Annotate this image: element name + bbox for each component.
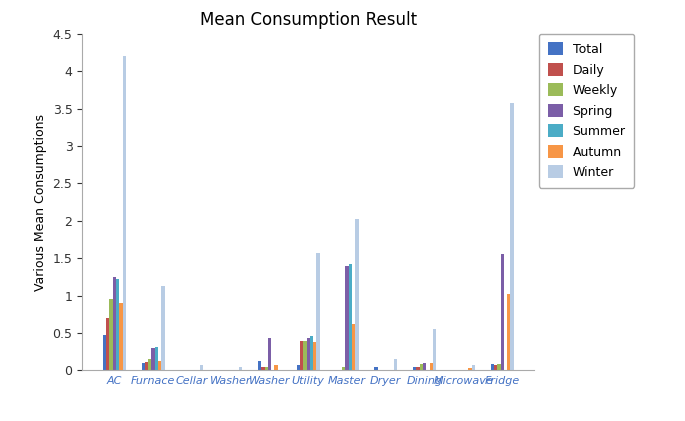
Bar: [119, 303, 123, 370]
Bar: [145, 362, 148, 370]
Bar: [356, 218, 358, 370]
Bar: [268, 338, 271, 370]
Bar: [162, 286, 164, 370]
Legend: Total, Daily, Weekly, Spring, Summer, Autumn, Winter: Total, Daily, Weekly, Spring, Summer, Au…: [539, 34, 634, 188]
Bar: [349, 264, 352, 370]
Bar: [423, 363, 426, 370]
Bar: [507, 294, 510, 370]
Bar: [472, 365, 475, 370]
Bar: [142, 363, 145, 370]
Bar: [261, 367, 264, 370]
Bar: [123, 56, 126, 370]
Bar: [374, 367, 377, 370]
Bar: [352, 324, 356, 370]
Bar: [429, 363, 433, 370]
Bar: [112, 277, 116, 370]
Bar: [110, 298, 112, 370]
Bar: [490, 365, 494, 370]
Bar: [420, 364, 423, 370]
Bar: [501, 254, 504, 370]
Bar: [106, 318, 110, 370]
Bar: [433, 329, 436, 370]
Bar: [469, 368, 472, 370]
Title: Mean Consumption Result: Mean Consumption Result: [200, 11, 416, 29]
Bar: [413, 368, 416, 370]
Bar: [303, 341, 307, 370]
Bar: [258, 361, 261, 370]
Bar: [342, 367, 345, 370]
Bar: [158, 362, 162, 370]
Bar: [310, 336, 313, 370]
Bar: [313, 342, 316, 370]
Bar: [300, 341, 303, 370]
Bar: [316, 253, 320, 370]
Bar: [264, 367, 268, 370]
Bar: [148, 359, 151, 370]
Bar: [307, 338, 310, 370]
Bar: [510, 103, 514, 370]
Bar: [103, 335, 106, 370]
Bar: [416, 368, 420, 370]
Bar: [151, 348, 155, 370]
Bar: [239, 368, 242, 370]
Bar: [497, 365, 501, 370]
Bar: [345, 266, 349, 370]
Bar: [275, 365, 277, 370]
Bar: [200, 365, 203, 370]
Bar: [116, 279, 119, 370]
Bar: [494, 365, 497, 370]
Bar: [155, 346, 158, 370]
Y-axis label: Various Mean Consumptions: Various Mean Consumptions: [34, 114, 47, 290]
Bar: [394, 359, 397, 370]
Bar: [297, 365, 300, 370]
